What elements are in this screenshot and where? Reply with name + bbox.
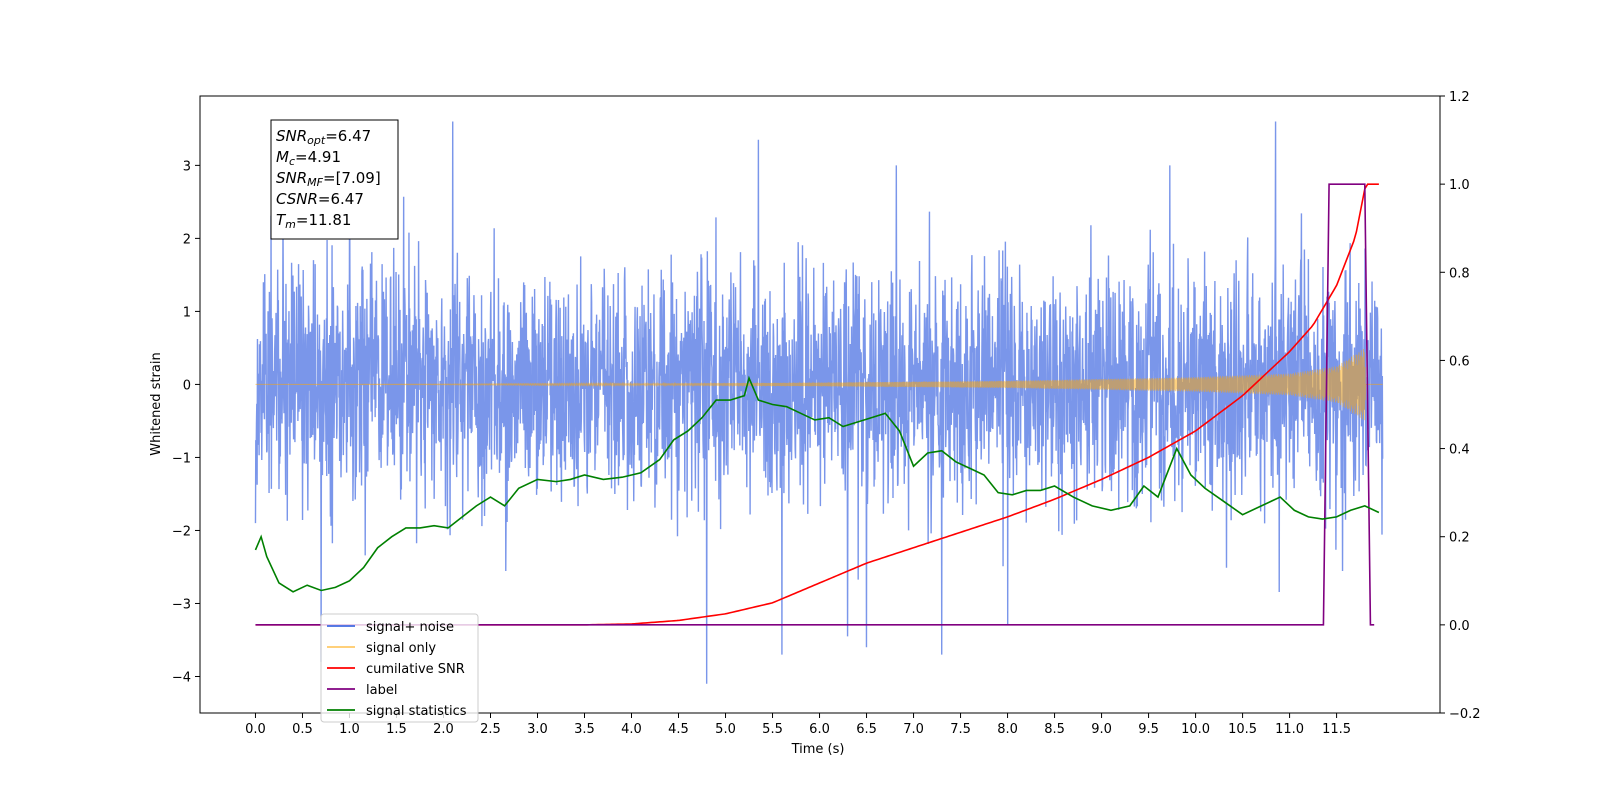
- y-right-tick-label: 0.4: [1449, 443, 1470, 458]
- y-left-tick-label: −2: [172, 524, 191, 539]
- y-right-tick-label: 0.8: [1449, 266, 1470, 281]
- y-right-tick-label: −0.2: [1449, 707, 1481, 722]
- x-tick-label: 9.0: [1091, 722, 1112, 737]
- x-tick-label: 11.0: [1275, 722, 1304, 737]
- y-left-tick-label: 2: [183, 232, 191, 247]
- legend-entry-label: signal statistics: [366, 704, 467, 719]
- legend-entry-label: signal only: [366, 641, 436, 656]
- legend-frame: [320, 613, 479, 723]
- y-left-tick-label: −4: [172, 670, 191, 685]
- annotation-line: Tm=11.81: [276, 211, 351, 231]
- x-tick-label: 10.0: [1181, 722, 1210, 737]
- y-axis-left: −4 −3 −2 −1 0 1 2 3: [172, 159, 200, 685]
- x-tick-label: 9.5: [1138, 722, 1159, 737]
- series-signal-statistics-line: [254, 375, 1380, 593]
- x-tick-label: 2.5: [480, 722, 501, 737]
- x-tick-label: 0.0: [245, 722, 266, 737]
- x-tick-label: 5.0: [715, 722, 736, 737]
- x-tick-label: 0.5: [292, 722, 313, 737]
- y-right-tick-label: 0.0: [1449, 619, 1470, 634]
- annotation-line: SNRopt=6.47: [276, 127, 371, 147]
- y-left-tick-label: −3: [172, 597, 191, 612]
- annotation-box-frame: [270, 119, 399, 240]
- y-right-tick-label: 1.0: [1449, 178, 1470, 193]
- x-tick-label: 10.5: [1228, 722, 1257, 737]
- y-right-tick-label: 1.2: [1449, 90, 1470, 105]
- x-tick-label: 8.5: [1044, 722, 1065, 737]
- x-tick-label: 6.5: [856, 722, 877, 737]
- x-tick-label: 5.5: [762, 722, 783, 737]
- y-left-tick-label: 3: [183, 159, 191, 174]
- y-axis-label: Whitened strain: [149, 352, 164, 455]
- x-axis-label: Time (s): [791, 742, 845, 757]
- x-tick-label: 1.5: [386, 722, 407, 737]
- x-tick-label: 4.5: [668, 722, 689, 737]
- legend-entry-label: signal+ noise: [366, 620, 454, 635]
- y-right-tick-label: 0.6: [1449, 354, 1470, 369]
- y-left-tick-label: −1: [172, 451, 191, 466]
- x-tick-label: 8.0: [997, 722, 1018, 737]
- legend-entry-label: cumilative SNR: [366, 662, 465, 677]
- x-tick-label: 7.5: [950, 722, 971, 737]
- annotation-line: SNRMF=[7.09]: [276, 169, 381, 189]
- x-tick-label: 4.0: [621, 722, 642, 737]
- series-label-line: [255, 183, 1375, 626]
- y-right-tick-label: 0.2: [1449, 531, 1470, 546]
- x-tick-label: 3.0: [527, 722, 548, 737]
- series-signal-only-line: [255, 348, 1383, 421]
- annotation-line: CSNR=6.47: [276, 190, 364, 208]
- x-tick-label: 6.0: [809, 722, 830, 737]
- legend-entry-label: label: [366, 683, 397, 698]
- x-tick-label: 1.0: [339, 722, 360, 737]
- y-axis-right: −0.2 0.0 0.2 0.4 0.6 0.8 1.0 1.2: [1440, 90, 1481, 722]
- y-left-tick-label: 0: [183, 378, 191, 393]
- legend: signal+ noise signal only cumilative SNR la…: [320, 613, 479, 723]
- x-tick-label: 3.5: [574, 722, 595, 737]
- y-left-tick-label: 1: [183, 305, 191, 320]
- x-tick-label: 11.5: [1322, 722, 1351, 737]
- x-axis: 0.0 0.5 1.0 1.5 2.0 2.5 3.0 3.5 4.0 4.5 5.0 5.5 6.0 6…: [245, 713, 1351, 737]
- x-tick-label: 7.0: [903, 722, 924, 737]
- annotation-line: Mc=4.91: [276, 148, 341, 168]
- x-tick-label: 2.0: [433, 722, 454, 737]
